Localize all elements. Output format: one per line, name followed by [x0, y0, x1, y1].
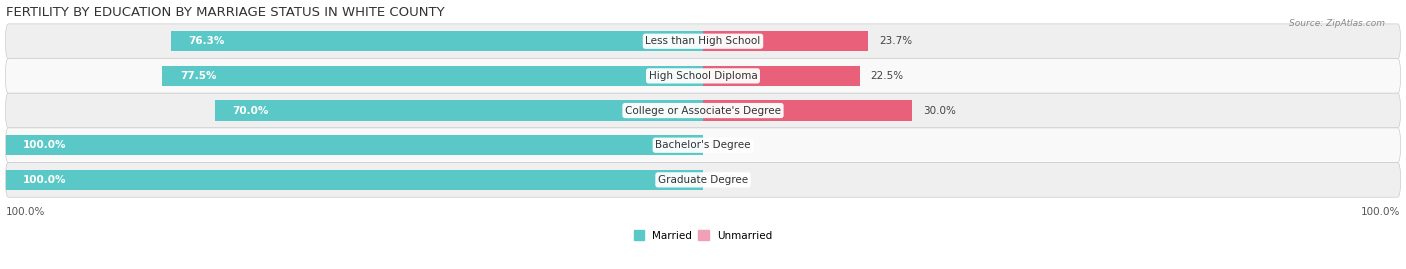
Text: 23.7%: 23.7% [879, 36, 912, 46]
Text: Graduate Degree: Graduate Degree [658, 175, 748, 185]
Text: 100.0%: 100.0% [6, 207, 45, 217]
Text: 100.0%: 100.0% [22, 140, 66, 150]
Bar [703, 66, 860, 86]
Text: FERTILITY BY EDUCATION BY MARRIAGE STATUS IN WHITE COUNTY: FERTILITY BY EDUCATION BY MARRIAGE STATU… [6, 6, 444, 19]
Bar [215, 101, 703, 121]
Text: 70.0%: 70.0% [232, 105, 269, 116]
Bar [703, 31, 869, 51]
Text: 0.0%: 0.0% [713, 140, 740, 150]
Bar [163, 66, 703, 86]
Bar [703, 101, 912, 121]
Text: Less than High School: Less than High School [645, 36, 761, 46]
Text: 100.0%: 100.0% [22, 175, 66, 185]
FancyBboxPatch shape [6, 128, 1400, 162]
FancyBboxPatch shape [6, 162, 1400, 197]
Text: Bachelor's Degree: Bachelor's Degree [655, 140, 751, 150]
Text: 76.3%: 76.3% [188, 36, 225, 46]
FancyBboxPatch shape [6, 59, 1400, 93]
Text: College or Associate's Degree: College or Associate's Degree [626, 105, 780, 116]
Text: High School Diploma: High School Diploma [648, 71, 758, 81]
Text: 22.5%: 22.5% [870, 71, 904, 81]
Bar [172, 31, 703, 51]
Text: 30.0%: 30.0% [922, 105, 956, 116]
FancyBboxPatch shape [6, 24, 1400, 59]
Bar [6, 170, 703, 190]
FancyBboxPatch shape [6, 93, 1400, 128]
Legend: Married, Unmarried: Married, Unmarried [634, 230, 772, 240]
Text: 100.0%: 100.0% [1361, 207, 1400, 217]
Bar [6, 135, 703, 155]
Text: 77.5%: 77.5% [180, 71, 217, 81]
Text: Source: ZipAtlas.com: Source: ZipAtlas.com [1289, 19, 1385, 28]
Text: 0.0%: 0.0% [713, 175, 740, 185]
